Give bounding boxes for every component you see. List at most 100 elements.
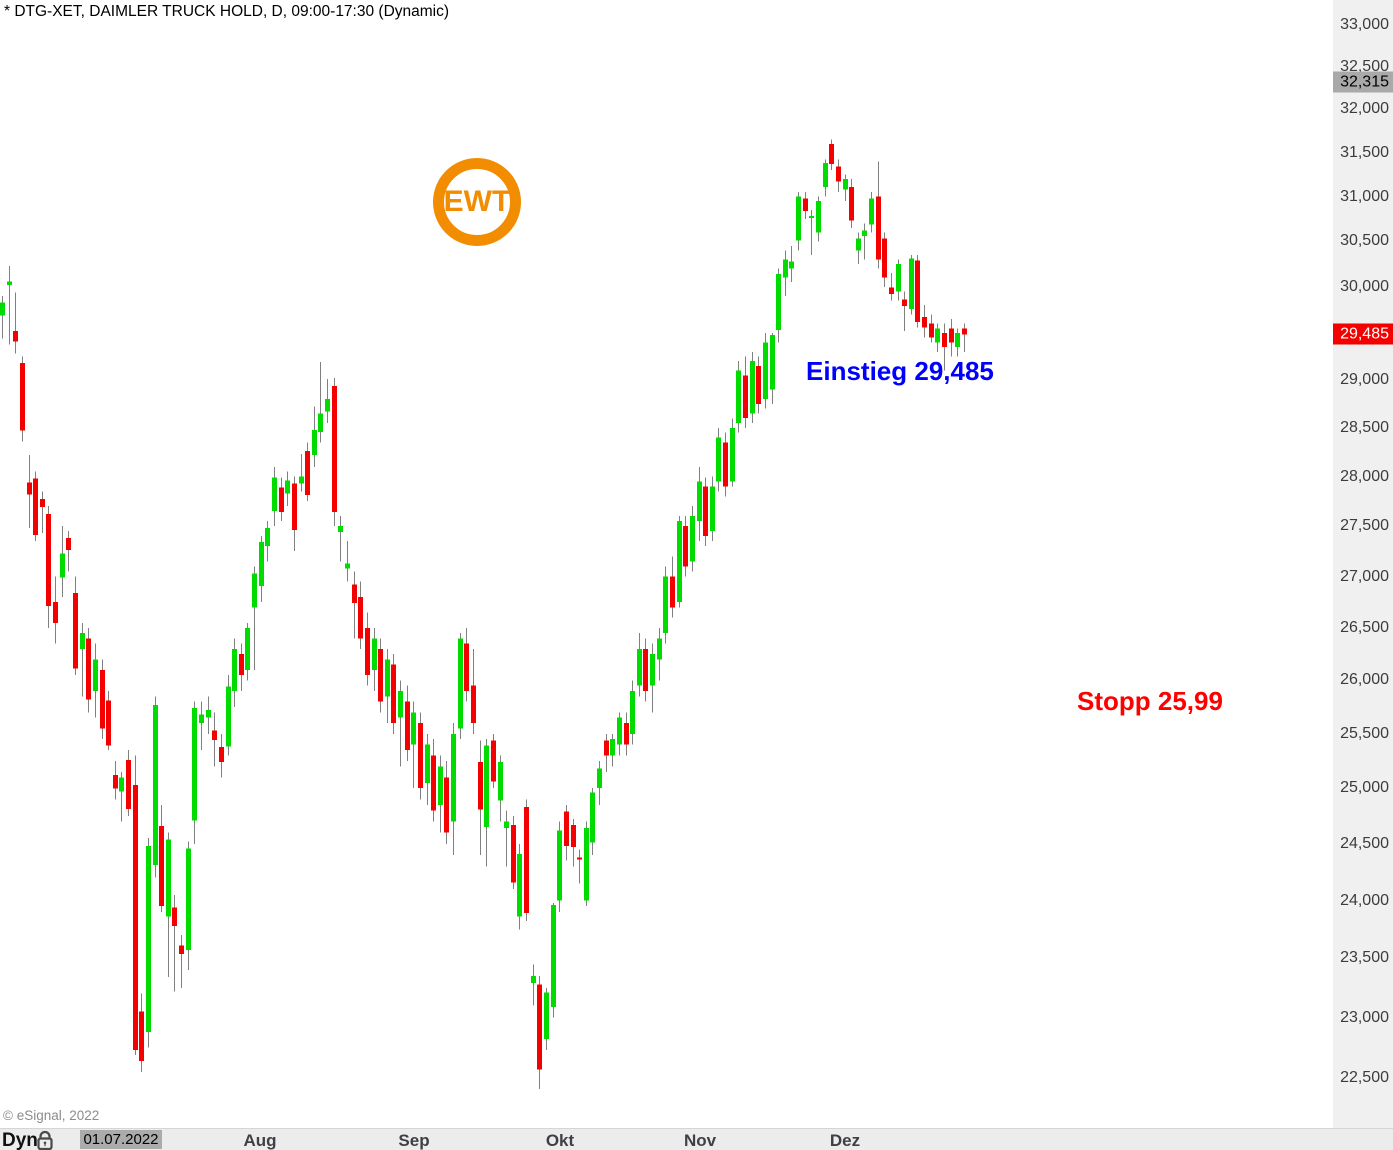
candlestick-plot-area[interactable] — [0, 0, 1333, 1128]
candle-body-down — [876, 196, 881, 260]
candle-body-down — [53, 602, 58, 623]
candle-body-up — [544, 992, 549, 1040]
candle — [843, 174, 848, 202]
price-tick-label: 30,500 — [1340, 232, 1389, 250]
candle — [305, 442, 310, 502]
candle-body-down — [172, 907, 177, 926]
candle-body-up — [789, 261, 794, 269]
candle — [285, 471, 290, 507]
price-axis[interactable]: 33,000 32,500 32,000 31,500 31,000 30,500 30,0… — [1333, 0, 1393, 1150]
candle-body-down — [391, 664, 396, 724]
candle-body-down — [643, 648, 648, 691]
candle — [590, 788, 595, 855]
candle — [922, 305, 927, 338]
candle — [942, 323, 947, 371]
candle-body-down — [431, 755, 436, 811]
candle — [365, 612, 370, 686]
candle-body-up — [272, 477, 277, 512]
candle — [259, 536, 264, 603]
candle — [0, 296, 5, 339]
price-tick-label: 24,500 — [1340, 834, 1389, 852]
candle-body-up — [7, 281, 12, 285]
candle-body-up — [199, 714, 204, 723]
time-axis-toolbar: Dyn 01.07.2022 Aug Sep Okt Nov Dez — [0, 1128, 1393, 1150]
month-label-sep: Sep — [398, 1131, 430, 1150]
candle-body-down — [670, 576, 675, 608]
candle-body-up — [690, 516, 695, 562]
candle-body-up — [318, 413, 323, 432]
candle — [896, 259, 901, 301]
candle — [451, 723, 456, 855]
candle-body-up — [909, 258, 914, 309]
price-tick-label: 23,000 — [1340, 1008, 1389, 1026]
candle-body-up — [504, 821, 509, 829]
candle-body-up — [146, 846, 151, 1032]
candle — [186, 841, 191, 971]
candle — [338, 516, 343, 562]
candle-body-down — [683, 526, 688, 567]
candle — [391, 654, 396, 734]
candle-body-up — [385, 659, 390, 697]
candle — [716, 427, 721, 492]
candle-body-down — [33, 478, 38, 536]
reference-price-box: 32,315 — [1333, 71, 1393, 93]
candle-body-up — [259, 542, 264, 586]
dyn-mode-button[interactable]: Dyn — [2, 1130, 38, 1150]
padlock-icon[interactable] — [34, 1129, 56, 1150]
candle-body-up — [265, 528, 270, 547]
candle-body-down — [46, 514, 51, 607]
candle-body-down — [929, 323, 934, 338]
candle — [663, 566, 668, 644]
candle — [955, 328, 960, 357]
candle-body-up — [823, 163, 828, 187]
candle — [697, 466, 702, 542]
candle — [20, 356, 25, 442]
candle — [770, 333, 775, 404]
candle-body-up — [796, 196, 801, 241]
candle-body-down — [365, 628, 370, 676]
candle — [882, 232, 887, 287]
start-date-label[interactable]: 01.07.2022 — [80, 1130, 162, 1149]
candle — [756, 356, 761, 414]
candle-body-up — [372, 638, 377, 670]
candle — [869, 192, 874, 233]
candle — [332, 378, 337, 527]
candle-body-up — [610, 739, 615, 756]
candle — [444, 760, 449, 844]
candle-body-up — [597, 768, 602, 789]
candle-body-down — [219, 746, 224, 762]
candle — [159, 804, 164, 912]
candle — [730, 418, 735, 487]
candle — [816, 196, 821, 242]
candle — [929, 314, 934, 343]
candle — [803, 192, 808, 219]
candle-body-down — [13, 331, 18, 342]
candle-body-up — [312, 429, 317, 455]
price-tick-label: 31,500 — [1340, 143, 1389, 161]
candle-body-down — [378, 648, 383, 702]
candle-body-down — [571, 824, 576, 848]
candle-body-up — [226, 686, 231, 747]
candle-body-down — [73, 592, 78, 669]
candle-body-down — [444, 777, 449, 833]
candle — [66, 531, 71, 572]
candle — [133, 755, 138, 1055]
price-tick-label: 33,000 — [1340, 15, 1389, 33]
candle-body-up — [697, 481, 702, 522]
candle-body-down — [106, 700, 111, 746]
candle — [517, 843, 522, 930]
candle-body-up — [80, 633, 85, 649]
candle-body-down — [962, 328, 967, 335]
candle — [53, 576, 58, 644]
candle — [617, 712, 622, 756]
candle-body-up — [816, 201, 821, 233]
candle — [172, 894, 177, 992]
candle — [252, 566, 257, 670]
candle — [279, 477, 284, 522]
candle-body-down — [829, 143, 834, 164]
candle — [564, 804, 569, 861]
candle-body-up — [425, 744, 430, 783]
month-label-aug: Aug — [243, 1131, 277, 1150]
candle — [418, 712, 423, 800]
